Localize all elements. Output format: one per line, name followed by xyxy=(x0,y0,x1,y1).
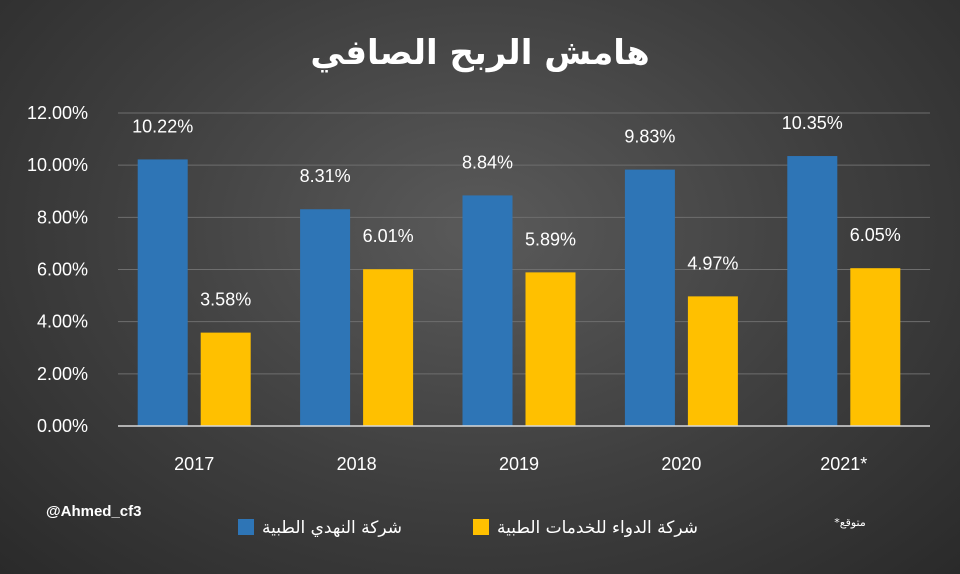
data-label: 10.22% xyxy=(132,116,193,136)
watermark: @Ahmed_cf3 xyxy=(46,503,142,520)
bar-nahdi-2020 xyxy=(624,169,675,426)
legend-swatch-aldawaa xyxy=(473,519,489,535)
x-tick-label: 2018 xyxy=(337,454,377,474)
x-tick-label: 2020 xyxy=(661,454,701,474)
y-tick-label: 12.00% xyxy=(27,103,88,123)
bar-nahdi-2021* xyxy=(787,156,838,426)
bar-nahdi-2017 xyxy=(137,159,188,426)
data-label: 3.58% xyxy=(200,290,251,310)
legend-label-aldawaa: شركة الدواء للخدمات الطبية xyxy=(497,518,698,538)
y-tick-label: 2.00% xyxy=(37,364,88,384)
data-label: 10.35% xyxy=(782,113,843,133)
chart-title: هامش الربح الصافي xyxy=(310,33,649,73)
data-label: 4.97% xyxy=(687,253,738,273)
bar-nahdi-2018 xyxy=(300,209,351,426)
data-label: 6.05% xyxy=(850,225,901,245)
y-tick-label: 10.00% xyxy=(27,155,88,175)
bar-labels: 10.22% 3.58% 8.31% 6.01% 8.84% 5.89% 9.83% 4.97… xyxy=(132,113,901,310)
y-tick-label: 6.00% xyxy=(37,260,88,280)
legend-swatch-nahdi xyxy=(238,519,254,535)
y-tick-label: 0.00% xyxy=(37,416,88,436)
x-tick-label: 2017 xyxy=(174,454,214,474)
bar-aldawaa-2017 xyxy=(200,332,251,426)
footnote-expected: *متوقع xyxy=(834,516,866,529)
bar-nahdi-2019 xyxy=(462,195,513,426)
bar-aldawaa-2021* xyxy=(850,268,901,426)
legend: شركة النهدي الطبية شركة الدواء للخدمات ا… xyxy=(238,518,698,538)
x-tick-label: 2019 xyxy=(499,454,539,474)
data-label: 9.83% xyxy=(624,127,675,147)
data-label: 8.84% xyxy=(462,152,513,172)
y-tick-label: 8.00% xyxy=(37,207,88,227)
data-label: 5.89% xyxy=(525,229,576,249)
x-axis-ticks: 2017 2018 2019 2020 2021* xyxy=(174,454,867,474)
x-tick-label: 2021* xyxy=(820,454,867,474)
bar-aldawaa-2018 xyxy=(363,269,414,426)
y-tick-label: 4.00% xyxy=(37,312,88,332)
bar-aldawaa-2019 xyxy=(525,272,576,426)
bar-aldawaa-2020 xyxy=(687,296,738,426)
data-label: 8.31% xyxy=(300,166,351,186)
bars xyxy=(137,156,901,426)
legend-label-nahdi: شركة النهدي الطبية xyxy=(262,518,402,538)
data-label: 6.01% xyxy=(363,226,414,246)
y-axis-ticks: 0.00% 2.00% 4.00% 6.00% 8.00% 10.00% 12.00% xyxy=(27,103,88,436)
